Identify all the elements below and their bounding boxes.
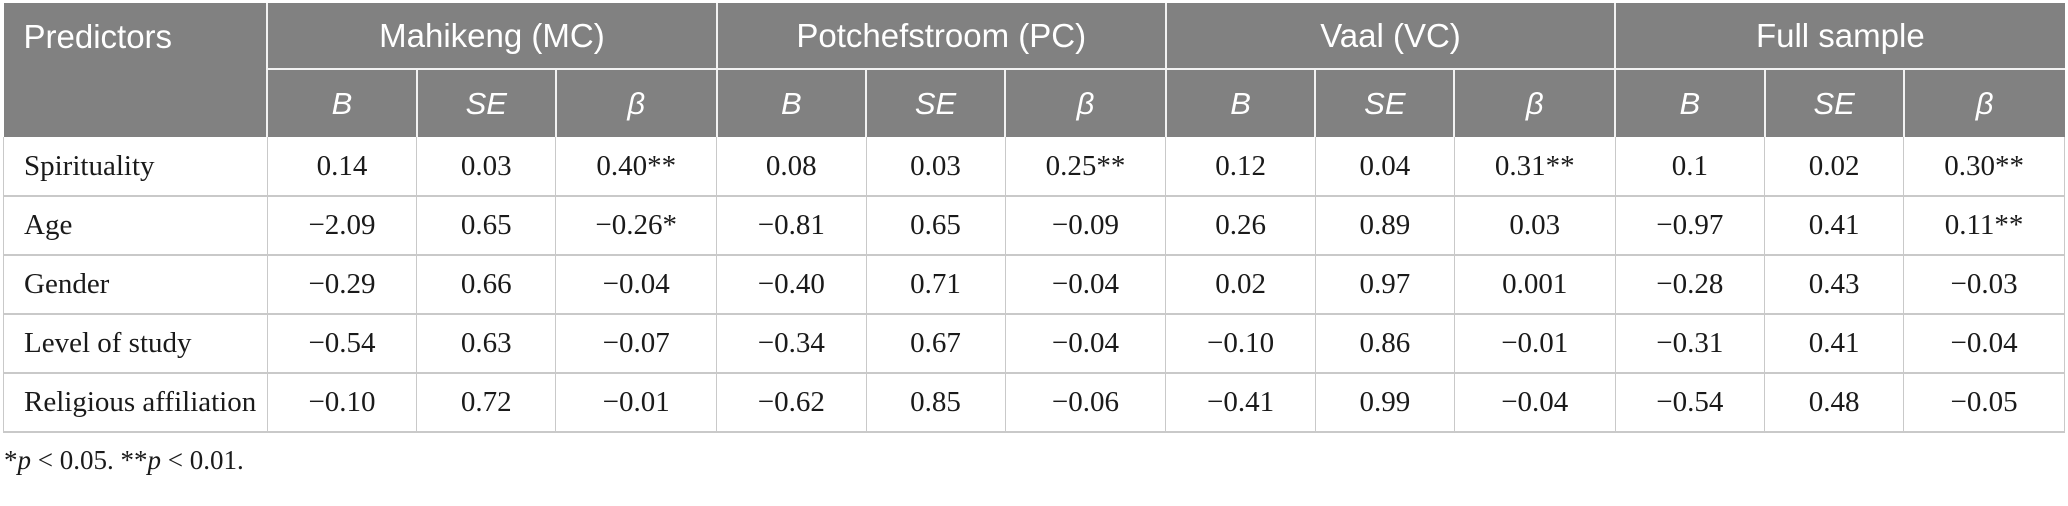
significance-footnote: *p < 0.05. **p < 0.01. xyxy=(4,444,2065,478)
row-label: Religious affiliation xyxy=(3,373,268,433)
group-header-full-sample: Full sample xyxy=(1615,3,2065,70)
sig-marker: * xyxy=(4,445,18,475)
value-cell: −0.01 xyxy=(555,373,718,433)
table-row: Religious affiliation −0.10 0.72 −0.01 −… xyxy=(3,373,2065,433)
value-cell: −0.03 xyxy=(1903,255,2065,315)
value-cell: 0.25** xyxy=(1004,137,1167,197)
subheader-b-full-sample: B xyxy=(1615,69,1766,137)
value-cell: −0.04 xyxy=(555,255,718,315)
subheader-beta-mahikeng: β xyxy=(555,69,718,137)
group-header-row: Predictors Mahikeng (MC) Potchefstroom (… xyxy=(3,3,2065,137)
group-header-potchefstroom: Potchefstroom (PC) xyxy=(716,3,1167,70)
subheader-se-potchefstroom: SE xyxy=(866,69,1007,137)
value-cell: 0.02 xyxy=(1165,255,1316,315)
subheader-row: B SE β B SE β B SE β B SE β xyxy=(4,69,2065,137)
value-cell: 0.99 xyxy=(1314,373,1455,433)
row-label: Age xyxy=(3,196,268,256)
value-cell: 0.08 xyxy=(716,137,867,197)
value-cell: 0.04 xyxy=(1314,137,1455,197)
table-row: Level of study −0.54 0.63 −0.07 −0.34 0.… xyxy=(3,314,2065,374)
value-cell: 0.43 xyxy=(1764,255,1905,315)
value-cell: 0.001 xyxy=(1453,255,1616,315)
value-cell: −0.34 xyxy=(716,314,867,374)
value-cell: 0.67 xyxy=(865,314,1006,374)
subheader-beta-vaal: β xyxy=(1454,69,1617,137)
value-cell: 0.48 xyxy=(1764,373,1905,433)
value-cell: 0.86 xyxy=(1314,314,1455,374)
table-row: Spirituality 0.14 0.03 0.40** 0.08 0.03 … xyxy=(3,137,2065,197)
value-cell: −0.10 xyxy=(266,373,418,433)
value-cell: 0.03 xyxy=(1453,196,1616,256)
value-cell: 0.85 xyxy=(865,373,1006,433)
value-cell: −0.05 xyxy=(1903,373,2065,433)
value-cell: −0.41 xyxy=(1165,373,1316,433)
value-cell: 0.72 xyxy=(416,373,557,433)
value-cell: −0.28 xyxy=(1614,255,1766,315)
table-body: Spirituality 0.14 0.03 0.40** 0.08 0.03 … xyxy=(3,137,2065,433)
column-header-predictors: Predictors xyxy=(3,3,269,137)
row-label: Spirituality xyxy=(3,137,268,197)
value-cell: −0.29 xyxy=(266,255,418,315)
group-header-vaal: Vaal (VC) xyxy=(1165,3,1617,70)
value-cell: 0.63 xyxy=(416,314,557,374)
value-cell: −0.31 xyxy=(1614,314,1766,374)
value-cell: 0.40** xyxy=(555,137,718,197)
value-cell: 0.26 xyxy=(1165,196,1316,256)
value-cell: −0.40 xyxy=(716,255,867,315)
value-cell: 0.41 xyxy=(1764,314,1905,374)
value-cell: 0.31** xyxy=(1453,137,1616,197)
sig-marker: ** xyxy=(120,445,148,475)
value-cell: 0.03 xyxy=(865,137,1006,197)
value-cell: 0.97 xyxy=(1314,255,1455,315)
p-symbol: p xyxy=(147,445,161,475)
value-cell: 0.65 xyxy=(865,196,1006,256)
value-cell: −0.26* xyxy=(555,196,718,256)
value-cell: −0.01 xyxy=(1453,314,1616,374)
p-symbol: p xyxy=(17,445,32,475)
value-cell: −0.04 xyxy=(1903,314,2065,374)
subheader-beta-full-sample: β xyxy=(1903,69,2065,137)
value-cell: 0.14 xyxy=(266,137,418,197)
value-cell: −0.04 xyxy=(1453,373,1616,433)
value-cell: −0.54 xyxy=(266,314,418,374)
value-cell: 0.11** xyxy=(1903,196,2065,256)
value-cell: −0.09 xyxy=(1004,196,1167,256)
value-cell: 0.71 xyxy=(865,255,1006,315)
subheader-se-vaal: SE xyxy=(1315,69,1456,137)
value-cell: −0.10 xyxy=(1165,314,1316,374)
value-cell: −2.09 xyxy=(266,196,418,256)
row-label: Gender xyxy=(3,255,268,315)
value-cell: −0.97 xyxy=(1614,196,1766,256)
value-cell: 0.89 xyxy=(1314,196,1455,256)
value-cell: −0.04 xyxy=(1004,314,1167,374)
value-cell: −0.54 xyxy=(1614,373,1766,433)
table-row: Gender −0.29 0.66 −0.04 −0.40 0.71 −0.04… xyxy=(3,255,2065,315)
value-cell: 0.41 xyxy=(1764,196,1905,256)
value-cell: −0.07 xyxy=(555,314,718,374)
value-cell: 0.03 xyxy=(416,137,557,197)
value-cell: 0.30** xyxy=(1903,137,2065,197)
sig-threshold: < 0.05. xyxy=(31,445,121,475)
subheader-b-vaal: B xyxy=(1165,69,1317,137)
subheader-beta-potchefstroom: β xyxy=(1005,69,1167,137)
table-row: Age −2.09 0.65 −0.26* −0.81 0.65 −0.09 0… xyxy=(3,196,2065,256)
group-header-mahikeng: Mahikeng (MC) xyxy=(267,3,718,70)
subheader-b-mahikeng: B xyxy=(267,69,418,137)
value-cell: −0.62 xyxy=(716,373,867,433)
value-cell: 0.02 xyxy=(1764,137,1905,197)
value-cell: 0.12 xyxy=(1165,137,1316,197)
value-cell: −0.04 xyxy=(1004,255,1167,315)
value-cell: 0.65 xyxy=(416,196,557,256)
value-cell: −0.06 xyxy=(1004,373,1167,433)
value-cell: 0.1 xyxy=(1614,137,1766,197)
table-header: Predictors Mahikeng (MC) Potchefstroom (… xyxy=(3,3,2065,137)
sig-threshold: < 0.01. xyxy=(160,445,244,475)
row-label: Level of study xyxy=(3,314,268,374)
subheader-se-full-sample: SE xyxy=(1764,69,1905,137)
regression-table: Predictors Mahikeng (MC) Potchefstroom (… xyxy=(3,3,2065,433)
subheader-b-potchefstroom: B xyxy=(716,69,868,137)
subheader-se-mahikeng: SE xyxy=(416,69,557,137)
value-cell: 0.66 xyxy=(416,255,557,315)
value-cell: −0.81 xyxy=(716,196,867,256)
